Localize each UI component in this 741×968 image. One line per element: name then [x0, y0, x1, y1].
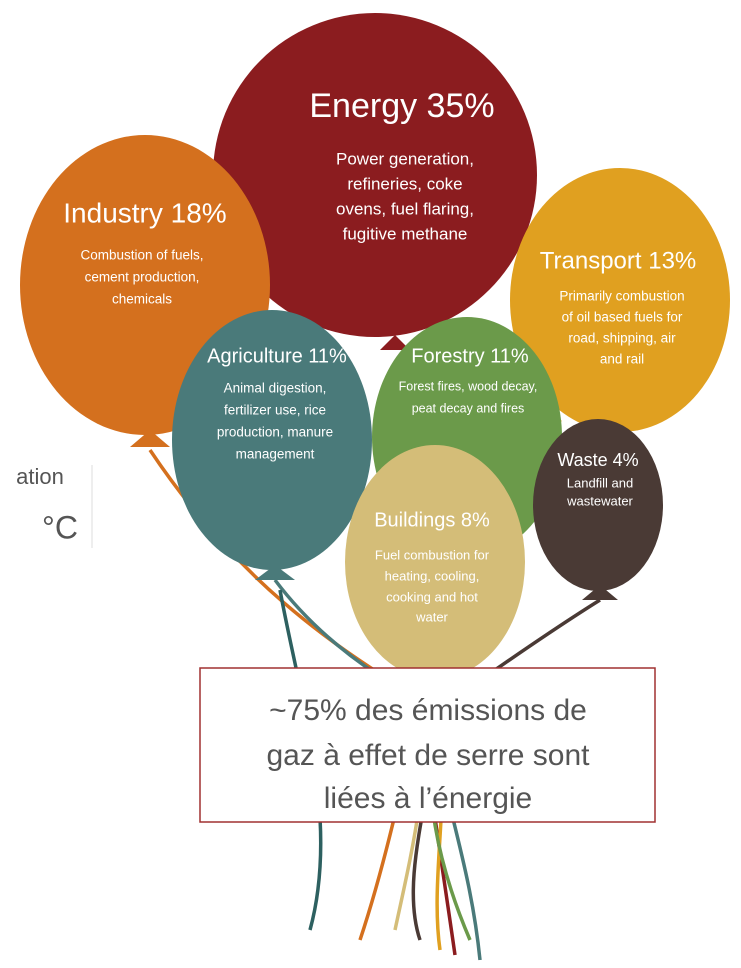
knot	[130, 430, 170, 447]
balloon-text: cement production,	[85, 270, 200, 285]
labels: Energy 35% Power generation, refineries,…	[63, 87, 696, 624]
knot	[582, 585, 618, 600]
balloon-energy	[213, 13, 537, 337]
balloon-text: Animal digestion,	[224, 381, 327, 396]
callout-text: gaz à effet de serre sont	[267, 739, 591, 772]
balloon-text: wastewater	[566, 493, 633, 508]
balloon-title: Industry 18%	[63, 197, 226, 228]
balloon-title: Buildings 8%	[374, 509, 490, 531]
balloon-title: Waste 4%	[557, 450, 638, 470]
balloon-text: Forest fires, wood decay,	[399, 379, 538, 393]
balloon-text: of oil based fuels for	[562, 310, 683, 325]
balloon-text: production, manure	[217, 425, 333, 440]
balloon-waste	[533, 419, 663, 591]
knot	[255, 565, 295, 580]
balloon-text: Landfill and	[567, 475, 634, 490]
balloon-title: Forestry 11%	[411, 345, 529, 367]
balloon-text: peat decay and fires	[412, 401, 525, 415]
callout-box	[199, 667, 656, 823]
balloon-agriculture	[172, 310, 372, 570]
balloon-text: refineries, coke	[347, 174, 462, 193]
balloon-text: cooking and hot	[386, 589, 478, 604]
balloon-text: water	[415, 609, 448, 624]
callout-text: ~75% des émissions de	[269, 694, 587, 727]
side-text: °C	[42, 509, 78, 545]
balloon-text: Combustion of fuels,	[80, 248, 203, 263]
balloon-buildings	[345, 445, 525, 679]
balloon-transport	[510, 168, 730, 432]
balloon-text: Fuel combustion for	[375, 547, 490, 562]
knot	[380, 335, 410, 350]
balloon-text: fugitive methane	[343, 224, 468, 243]
balloon-title: Energy 35%	[309, 87, 494, 125]
balloon-title: Transport 13%	[540, 247, 697, 274]
balloon-text: fertilizer use, rice	[224, 403, 326, 418]
balloon-text: heating, cooling,	[385, 568, 480, 583]
balloon-text: and rail	[600, 352, 644, 367]
callout-text: liées à l’énergie	[324, 782, 532, 815]
side-text: ation	[16, 464, 64, 489]
balloon-text: ovens, fuel flaring,	[336, 199, 474, 218]
balloon-text: road, shipping, air	[568, 331, 676, 346]
balloon-title: Agriculture 11%	[207, 345, 347, 367]
balloon-text: chemicals	[112, 292, 172, 307]
balloon-text: Power generation,	[336, 149, 474, 168]
balloon-text: Primarily combustion	[559, 289, 684, 304]
balloon-text: management	[236, 447, 315, 462]
